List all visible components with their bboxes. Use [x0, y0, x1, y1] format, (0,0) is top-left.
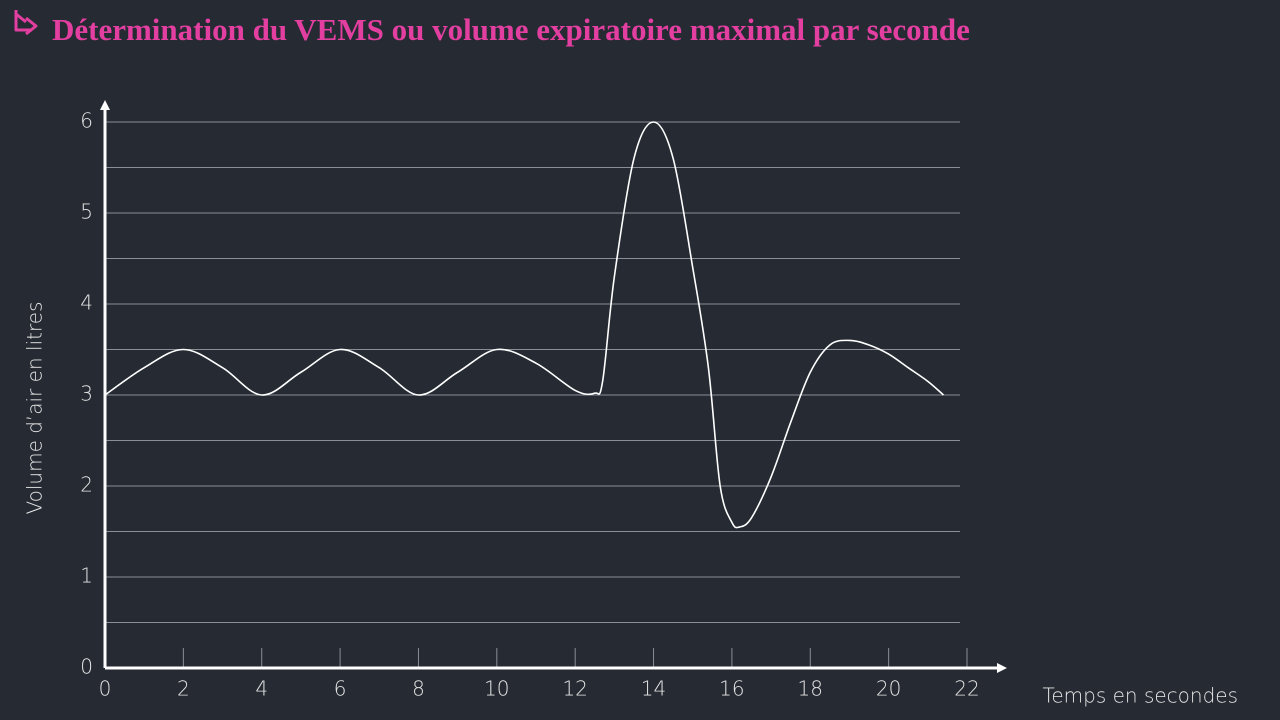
title-icon	[14, 10, 38, 36]
x-tick-label: 22	[954, 677, 979, 701]
x-tick-label: 20	[876, 677, 901, 701]
y-tick-label: 2	[80, 473, 93, 497]
x-axis-arrow	[997, 663, 1007, 673]
chart-title: Détermination du VEMS ou volume expirato…	[52, 12, 970, 47]
x-tick-label: 10	[484, 677, 509, 701]
y-axis-label: Volume d’air en litres	[23, 302, 47, 515]
x-tick-label: 8	[412, 677, 425, 701]
x-tick-label: 4	[255, 677, 268, 701]
x-tick-label: 2	[177, 677, 190, 701]
x-tick-label: 0	[99, 677, 112, 701]
x-tick-label: 18	[798, 677, 823, 701]
data-line	[104, 121, 945, 529]
x-axis-label: Temps en secondes	[1043, 684, 1238, 708]
y-tick-label: 3	[80, 382, 93, 406]
y-tick-label: 1	[80, 564, 93, 588]
x-tick-label: 12	[562, 677, 587, 701]
y-tick-label: 0	[80, 655, 93, 679]
y-axis-arrow	[100, 100, 110, 110]
y-tick-label: 5	[80, 200, 93, 224]
y-tick-label: 4	[80, 291, 93, 315]
x-tick-label: 6	[334, 677, 347, 701]
x-tick-label: 14	[641, 677, 666, 701]
y-tick-label: 6	[80, 109, 93, 133]
x-tick-label: 16	[719, 677, 744, 701]
